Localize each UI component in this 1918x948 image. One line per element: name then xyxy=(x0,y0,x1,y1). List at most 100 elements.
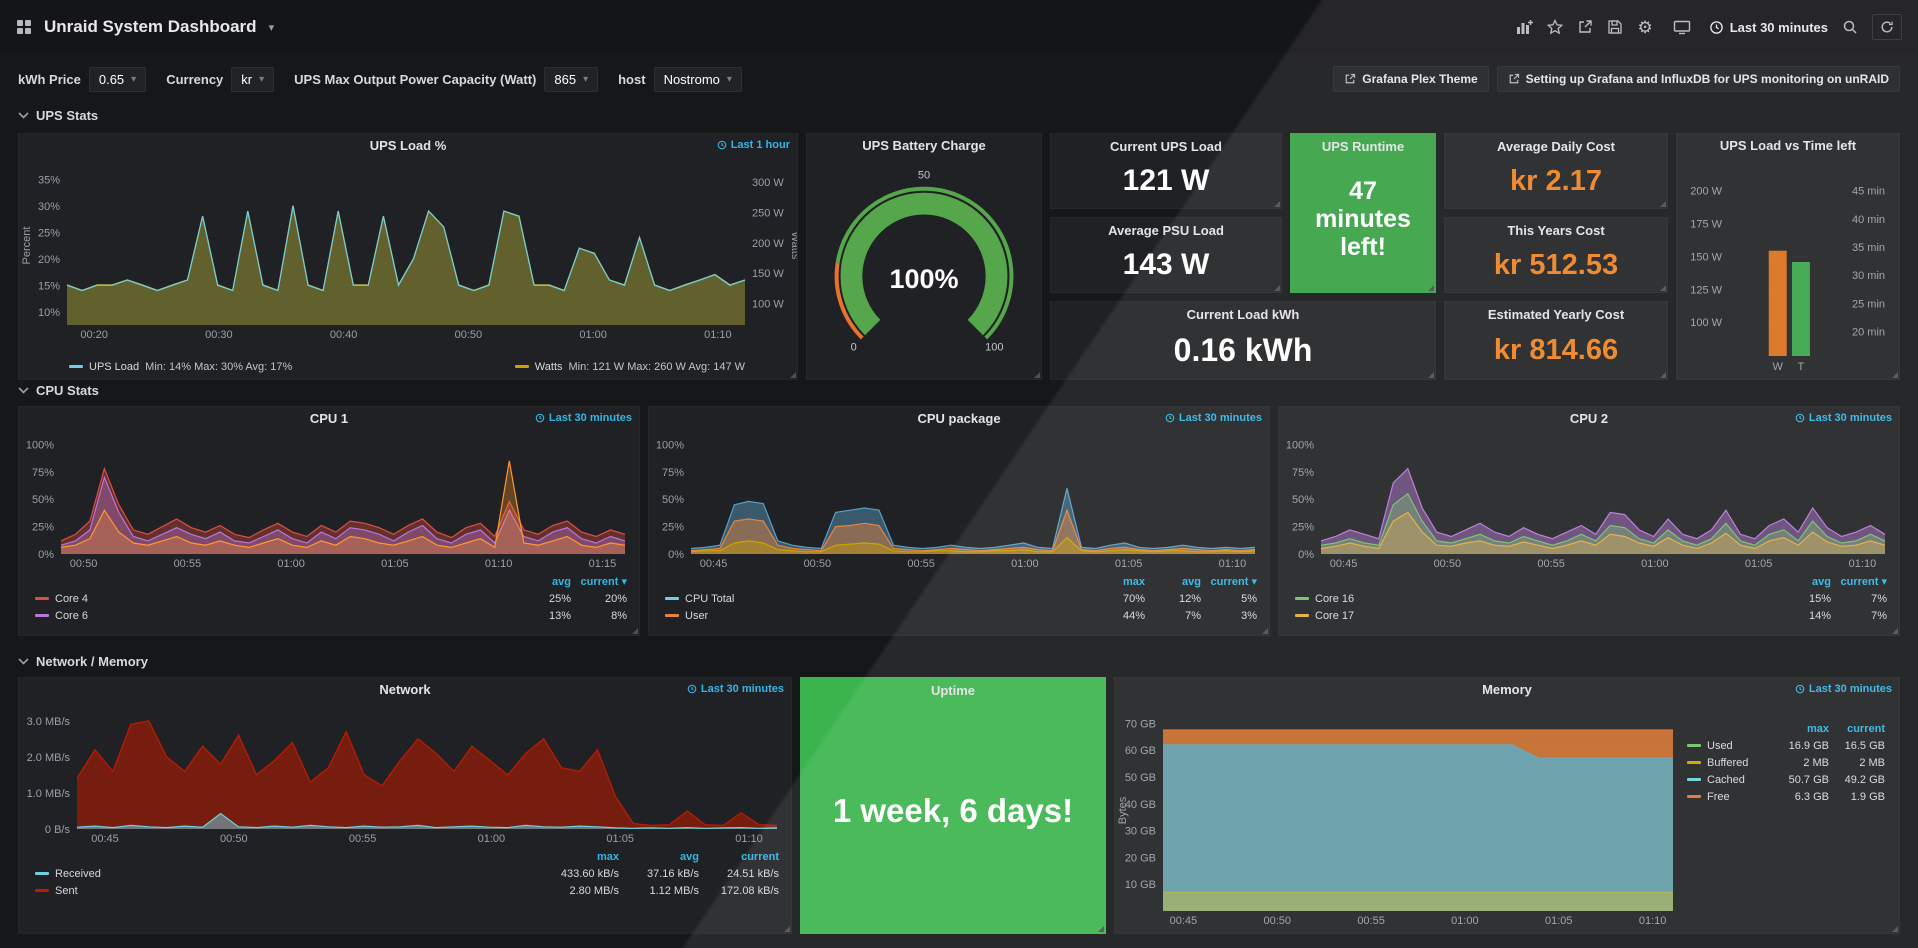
clock-icon xyxy=(717,140,727,150)
save-icon[interactable] xyxy=(1607,19,1623,35)
dashboard-link-ups-guide[interactable]: Setting up Grafana and InfluxDB for UPS … xyxy=(1496,66,1900,92)
ups-load-chart[interactable]: 35% 30% 25% 20% 15% 10% 300 W 250 W 200 W 150 W 10… xyxy=(19,158,801,357)
section-header-cpu-stats[interactable]: CPU Stats xyxy=(18,383,1900,398)
svg-text:00:55: 00:55 xyxy=(1537,558,1565,570)
panel-title[interactable]: CPU 1 xyxy=(309,411,349,426)
svg-text:00:40: 00:40 xyxy=(330,329,358,341)
stat-title[interactable]: Average PSU Load xyxy=(1108,223,1224,238)
svg-text:00:50: 00:50 xyxy=(455,329,483,341)
gear-icon[interactable]: ⚙ xyxy=(1637,17,1653,37)
legend-series-name[interactable]: Core 17 xyxy=(1295,610,1775,622)
legend-series-name[interactable]: Cached xyxy=(1687,774,1773,786)
stat-title[interactable]: This Years Cost xyxy=(1507,223,1605,238)
dashboard-caret-icon[interactable]: ▾ xyxy=(268,21,275,34)
search-icon[interactable] xyxy=(1842,19,1858,35)
variable-label: host xyxy=(618,71,646,87)
stat-title[interactable]: Average Daily Cost xyxy=(1496,139,1615,154)
stat-title[interactable]: Current UPS Load xyxy=(1110,139,1222,154)
panel-uptime: Uptime 1 week, 6 days! xyxy=(800,677,1106,934)
panel-title[interactable]: UPS Battery Charge xyxy=(862,138,986,153)
legend-series-name[interactable]: Free xyxy=(1687,791,1773,803)
panel-title[interactable]: CPU package xyxy=(917,411,1001,426)
svg-text:0%: 0% xyxy=(1298,549,1314,561)
refresh-button[interactable] xyxy=(1872,14,1902,40)
share-icon[interactable] xyxy=(1577,19,1593,35)
memory-chart[interactable]: 70 GB 60 GB 50 GB 40 GB 30 GB 20 GB 10 GB 00:45… xyxy=(1115,702,1683,933)
ups-bar-chart[interactable]: 200 W 175 W 150 W 125 W 100 W 45 min 40 min 35 … xyxy=(1677,158,1899,379)
legend-series-name[interactable]: Buffered xyxy=(1687,757,1773,769)
legend-series-name[interactable]: User xyxy=(665,610,1089,622)
svg-text:T: T xyxy=(1798,361,1805,373)
add-panel-icon[interactable] xyxy=(1516,19,1534,35)
legend-series-name[interactable]: Used xyxy=(1687,740,1773,752)
legend-series-name[interactable]: Core 4 xyxy=(35,593,515,605)
svg-text:01:05: 01:05 xyxy=(1745,558,1773,570)
legend-series-name[interactable]: CPU Total xyxy=(665,593,1089,605)
section-header-network-memory[interactable]: Network / Memory xyxy=(18,654,1900,669)
svg-text:00:55: 00:55 xyxy=(174,558,202,570)
svg-text:2.0 MB/s: 2.0 MB/s xyxy=(27,752,71,764)
legend-series-name[interactable]: Core 6 xyxy=(35,610,515,622)
legend-series-name[interactable]: Core 16 xyxy=(1295,593,1775,605)
dashboard-title[interactable]: Unraid System Dashboard xyxy=(44,17,257,36)
panel-title[interactable]: UPS Load % xyxy=(369,138,447,153)
svg-text:01:05: 01:05 xyxy=(606,833,634,845)
legend-header[interactable]: current xyxy=(741,850,779,863)
panel-time-override: Last 30 minutes xyxy=(687,683,784,695)
legend-header[interactable]: current ▾ xyxy=(1210,576,1257,588)
network-chart[interactable]: 3.0 MB/s 2.0 MB/s 1.0 MB/s 0 B/s 00:45 00:50 0… xyxy=(19,702,791,846)
star-icon[interactable] xyxy=(1547,19,1564,35)
svg-text:01:05: 01:05 xyxy=(1115,558,1143,570)
cpu-package-chart[interactable]: 100% 75% 50% 25% 0% 00:45 00:50 00:55 01:00 01:05… xyxy=(649,431,1269,571)
svg-text:0%: 0% xyxy=(38,549,54,561)
legend-header[interactable]: max xyxy=(596,850,619,863)
cpu2-chart[interactable]: 100% 75% 50% 25% 0% 00:45 00:50 00:55 01:00 01:05… xyxy=(1279,431,1899,571)
battery-gauge[interactable]: 0 50 100 100% xyxy=(807,158,1041,379)
svg-text:50 GB: 50 GB xyxy=(1125,772,1156,784)
legend-header[interactable]: current ▾ xyxy=(1840,576,1887,588)
ups-cost-column: Average Daily Cost kr 2.17 This Years Co… xyxy=(1444,133,1668,380)
panel-title[interactable]: Memory xyxy=(1482,682,1532,697)
svg-text:00:45: 00:45 xyxy=(700,558,728,570)
legend-header[interactable]: avg xyxy=(552,575,571,588)
stat-title[interactable]: Uptime xyxy=(930,683,976,698)
ups-load-legend: UPS Load Min: 14% Max: 30% Avg: 17% Watts… xyxy=(19,357,797,379)
stat-value: 143 W xyxy=(1122,248,1210,281)
stat-title[interactable]: UPS Runtime xyxy=(1321,139,1405,154)
legend-series-name[interactable]: Sent xyxy=(35,885,539,897)
kiosk-monitor-icon[interactable] xyxy=(1673,19,1691,35)
legend-header[interactable]: avg xyxy=(680,850,699,863)
svg-text:25 min: 25 min xyxy=(1852,298,1885,310)
chevron-down-icon: ▾ xyxy=(583,73,589,85)
variable-kwh-price: kWh Price 0.65 ▾ xyxy=(18,66,147,92)
legend-series-name[interactable]: UPS Load xyxy=(89,360,140,373)
variable-value-dropdown[interactable]: kr ▾ xyxy=(231,66,275,92)
time-range-button[interactable]: Last 30 minutes xyxy=(1709,20,1828,35)
legend-header[interactable]: avg xyxy=(1182,575,1201,588)
svg-text:25%: 25% xyxy=(1292,522,1314,534)
dashboard-link-plex-theme[interactable]: Grafana Plex Theme xyxy=(1333,66,1489,92)
legend-header[interactable]: current xyxy=(1847,722,1885,735)
apps-grid-icon[interactable] xyxy=(16,19,32,35)
variable-value-dropdown[interactable]: 865 ▾ xyxy=(544,66,599,92)
variable-value-dropdown[interactable]: 0.65 ▾ xyxy=(88,66,147,92)
panel-title[interactable]: CPU 2 xyxy=(1569,411,1609,426)
stat-title[interactable]: Estimated Yearly Cost xyxy=(1487,307,1625,322)
panel-title[interactable]: UPS Load vs Time left xyxy=(1719,138,1857,153)
section-header-ups-stats[interactable]: UPS Stats xyxy=(18,108,1900,123)
legend-series-name[interactable]: Received xyxy=(35,868,539,880)
stat-title[interactable]: Current Load kWh xyxy=(1186,307,1300,322)
legend-series-name[interactable]: Watts xyxy=(534,360,563,373)
panel-average-psu-load: Average PSU Load 143 W xyxy=(1050,217,1282,293)
legend-header[interactable]: max xyxy=(1806,722,1829,735)
legend-header[interactable]: current ▾ xyxy=(580,576,627,588)
panel-title[interactable]: Network xyxy=(379,682,431,697)
variable-value-dropdown[interactable]: Nostromo ▾ xyxy=(653,66,742,92)
legend-header[interactable]: max xyxy=(1122,575,1145,588)
clock-icon xyxy=(1795,413,1805,423)
svg-text:01:00: 01:00 xyxy=(478,833,506,845)
legend-header[interactable]: avg xyxy=(1812,575,1831,588)
clock-icon xyxy=(687,684,697,694)
cpu1-chart[interactable]: 100% 75% 50% 25% 0% 00:50 00:55 01:00 01:05 01:10… xyxy=(19,431,639,571)
